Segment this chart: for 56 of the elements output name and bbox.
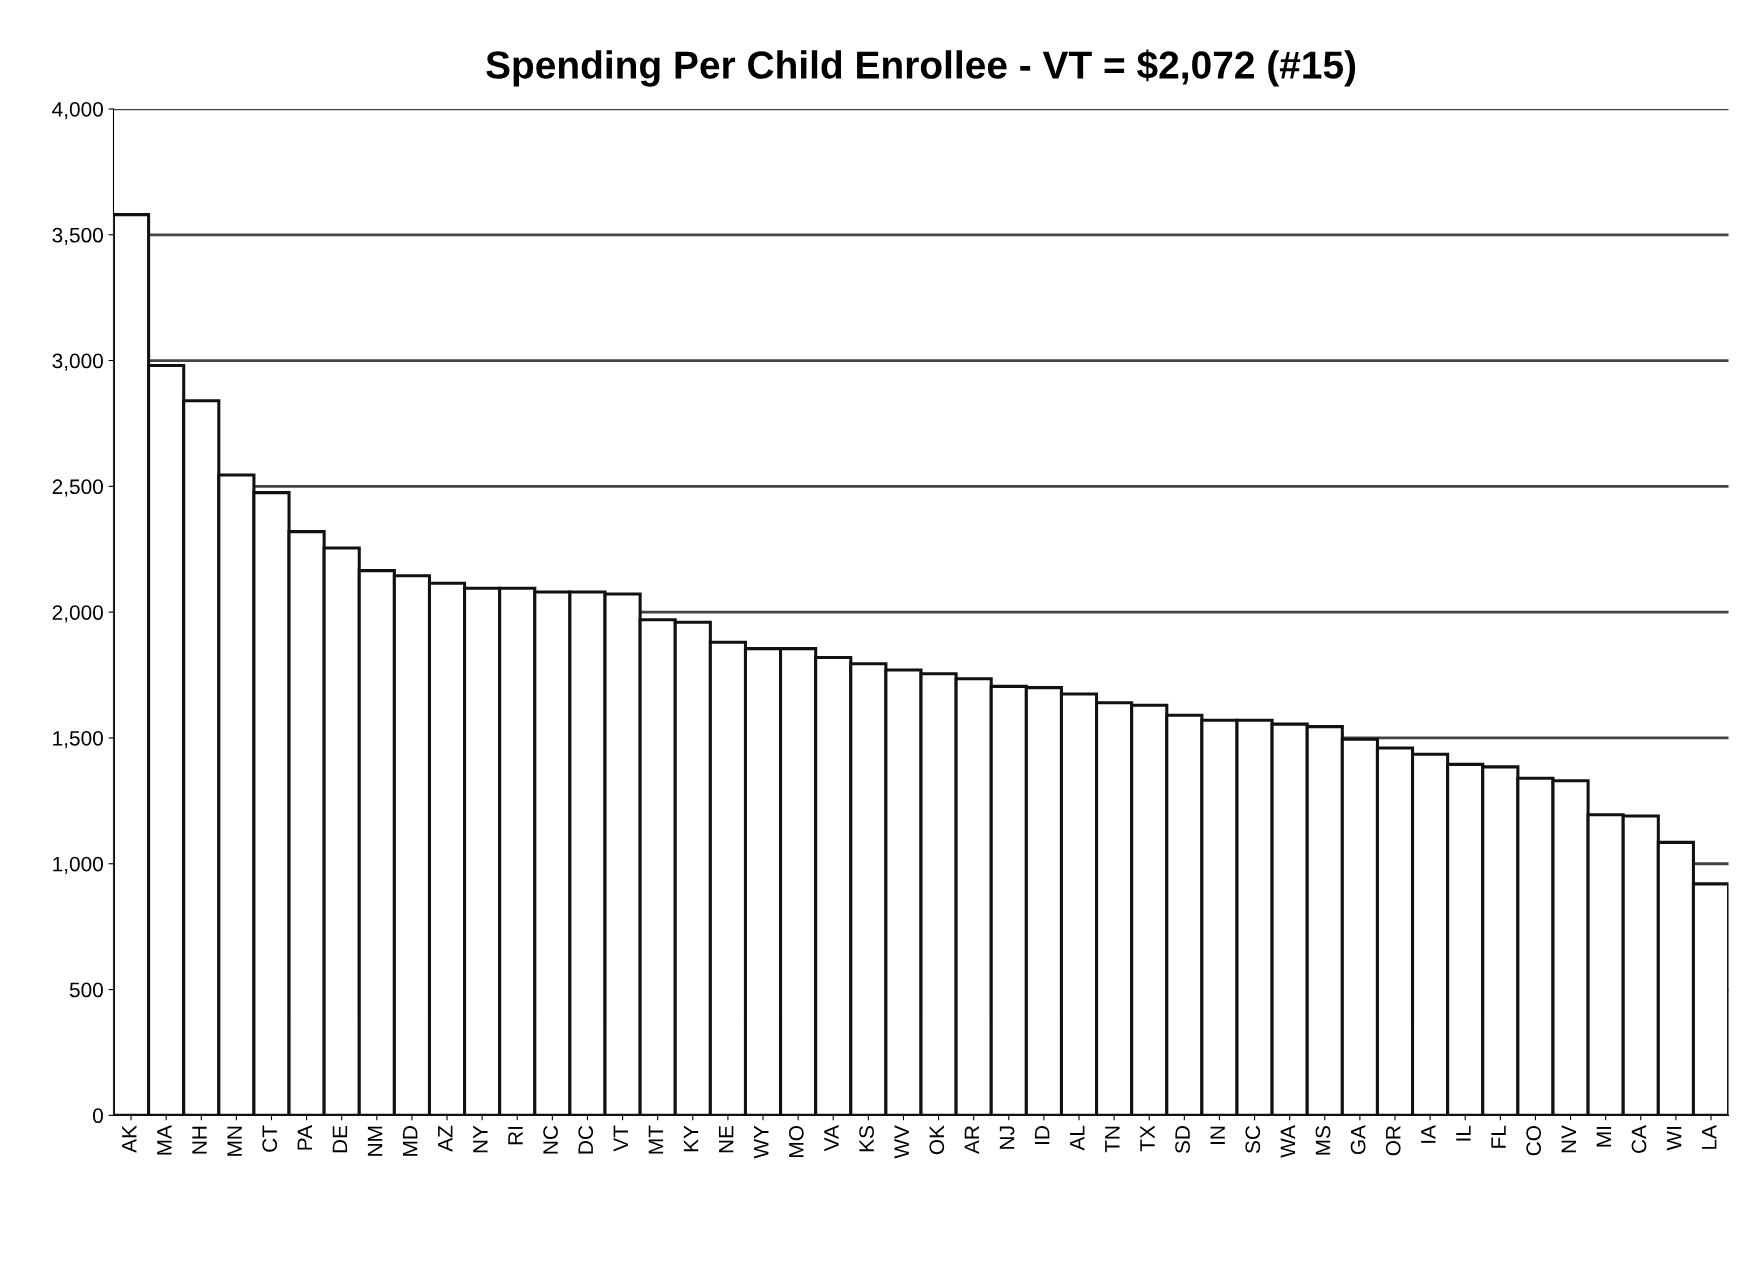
y-tick-label: 2,000	[52, 605, 103, 623]
x-tick-label: NJ	[999, 1126, 1015, 1149]
y-tick-label: 4,000	[52, 101, 103, 120]
x-tick-label: MO	[788, 1126, 804, 1157]
x-tick-label: VT	[613, 1125, 628, 1152]
x-tick-label: KS	[859, 1126, 874, 1152]
x-tick-label: MI	[1596, 1126, 1612, 1147]
x-tick-label: IN	[1210, 1126, 1225, 1144]
x-tick-label: PA	[297, 1125, 312, 1150]
x-tick-label: WY	[754, 1125, 769, 1159]
y-tick-label: 0	[93, 1108, 103, 1124]
x-tick-label: KY	[683, 1125, 699, 1152]
x-tick-label: DC	[578, 1125, 594, 1154]
x-tick-label: CT	[262, 1125, 278, 1152]
x-tick-label: LA	[1702, 1125, 1717, 1149]
x-tick-label: OR	[1385, 1126, 1401, 1156]
x-tick-label: IA	[1421, 1125, 1436, 1143]
x-tick-label: NV	[1561, 1125, 1576, 1153]
x-tick-label: VA	[824, 1125, 839, 1152]
chart-title: Spending Per Child Enrollee - VT = $2,072 (#15)	[486, 49, 1356, 87]
y-tick-label: 3,000	[52, 353, 103, 371]
y-tick-label: 1,500	[53, 730, 103, 749]
x-tick-label: RI	[508, 1126, 523, 1145]
y-tick-label: 3,500	[52, 227, 103, 245]
x-tick-label: GA	[1350, 1125, 1366, 1155]
x-tick-label: AZ	[438, 1125, 453, 1152]
x-tick-label: NC	[543, 1125, 558, 1154]
x-tick-label: SC	[1245, 1125, 1261, 1154]
x-tick-label: TX	[1140, 1125, 1155, 1152]
x-tick-label: NE	[718, 1125, 734, 1153]
x-tick-label: NH	[192, 1126, 207, 1154]
x-tick-label: IL	[1456, 1125, 1471, 1141]
x-tick-label: NY	[473, 1125, 488, 1153]
y-tick-label: 1,000	[53, 856, 103, 874]
x-tick-label: ID	[1034, 1126, 1050, 1144]
x-tick-label: CA	[1631, 1125, 1647, 1153]
x-tick-label: MT	[648, 1125, 664, 1154]
x-tick-label: WA	[1280, 1125, 1296, 1158]
x-tick-label: MA	[157, 1125, 172, 1155]
x-tick-label: MS	[1315, 1126, 1331, 1155]
x-tick-label: CO	[1526, 1126, 1542, 1156]
x-tick-label: MD	[402, 1126, 418, 1156]
x-tick-label: MN	[227, 1126, 242, 1156]
x-tick-label: WV	[894, 1125, 909, 1159]
x-tick-label: SD	[1175, 1126, 1190, 1154]
x-tick-label: AR	[964, 1126, 980, 1154]
x-tick-label: NM	[367, 1126, 383, 1156]
x-tick-label: TN	[1105, 1126, 1120, 1153]
y-tick-label: 2,500	[52, 479, 103, 497]
x-tick-label: DE	[332, 1125, 348, 1153]
x-tick-label: AL	[1070, 1125, 1085, 1151]
x-tick-label: AK	[122, 1125, 137, 1153]
y-tick-label: 500	[69, 982, 103, 998]
x-tick-label: WI	[1666, 1126, 1682, 1151]
x-tick-label: FL	[1491, 1125, 1506, 1148]
x-tick-label: OK	[929, 1125, 945, 1155]
